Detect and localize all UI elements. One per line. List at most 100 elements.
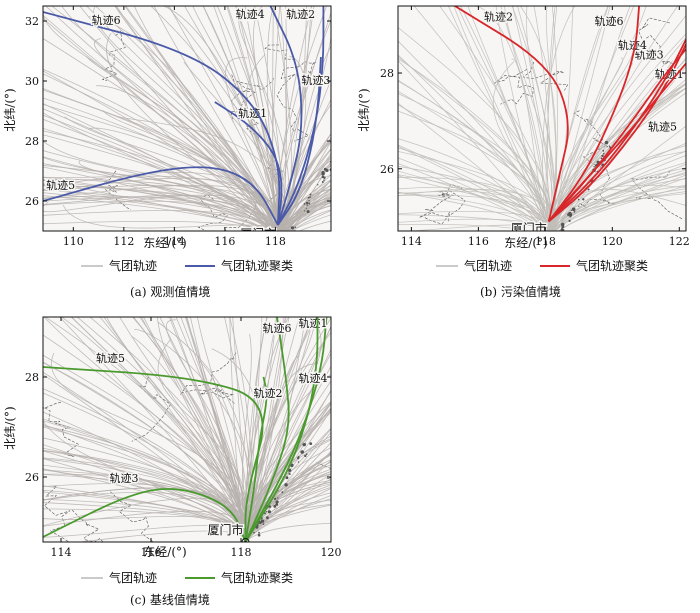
island-dot: [297, 457, 300, 460]
background-trajectory: [245, 487, 331, 542]
x-tick-label: 122: [669, 235, 690, 248]
x-tick-label: 112: [113, 235, 134, 248]
boundary-line: [200, 381, 236, 405]
background-trajectory: [43, 334, 248, 542]
plot-frame: [42, 316, 332, 543]
boundary-line: [230, 74, 260, 141]
background-trajectory: [398, 102, 545, 231]
background-trajectory: [551, 6, 679, 231]
island-dot: [275, 500, 279, 504]
island-dot: [337, 145, 341, 149]
island-dot: [593, 166, 595, 168]
island-dot: [322, 174, 324, 176]
island-dot: [560, 236, 562, 238]
background-trajectory: [398, 165, 550, 231]
background-trajectory: [398, 191, 542, 231]
background-trajectory: [245, 498, 331, 542]
island-dot: [275, 503, 278, 506]
background-trajectory: [43, 112, 270, 231]
cluster-trajectory-2: [454, 6, 569, 222]
background-trajectory: [281, 55, 307, 231]
background-trajectory: [153, 6, 276, 231]
background-trajectory: [550, 6, 611, 231]
background-trajectory: [280, 200, 331, 231]
island-dot: [325, 169, 329, 172]
background-trajectory: [245, 487, 331, 542]
boundary-line: [230, 77, 274, 123]
background-trajectory: [283, 204, 331, 231]
background-trajectory: [43, 411, 246, 542]
background-trajectory: [241, 333, 252, 542]
background-trajectory: [554, 191, 686, 231]
background-trajectory: [245, 408, 331, 542]
background-trajectory: [273, 6, 292, 231]
background-trajectory: [43, 192, 268, 231]
island-dot: [577, 198, 580, 201]
background-trajectory: [554, 125, 686, 231]
background-trajectory: [398, 80, 550, 231]
panel-caption: (c) 基线值情境: [130, 592, 210, 607]
island-dot: [277, 497, 279, 499]
background-trajectory: [43, 156, 275, 231]
legend: 气团轨迹 气团轨迹聚类: [436, 258, 648, 273]
legend: 气团轨迹 气团轨迹聚类: [81, 258, 293, 273]
background-trajectory: [245, 459, 331, 542]
background-trajectory: [447, 6, 547, 231]
cluster-label-3: 轨迹3: [635, 48, 664, 62]
background-trajectory: [131, 336, 246, 542]
background-trajectory: [62, 204, 280, 231]
cluster-label-4: 轨迹4: [236, 7, 265, 21]
background-trajectory: [244, 317, 331, 542]
background-trajectory: [298, 220, 331, 231]
y-axis-label: 北纬/(°): [3, 406, 17, 449]
background-trajectory: [43, 195, 264, 231]
island-dot: [285, 476, 289, 480]
island-dot: [253, 531, 255, 534]
city-label: 厦门市: [240, 226, 276, 241]
background-trajectory: [398, 170, 548, 231]
background-trajectory: [103, 317, 246, 542]
island-dot: [257, 533, 261, 537]
background-trajectory: [285, 187, 331, 231]
x-axis-label: 东经/(°): [504, 236, 547, 250]
background-trajectory: [549, 6, 647, 231]
background-trajectory: [286, 191, 331, 231]
island-dot: [292, 232, 294, 234]
island-dot: [606, 146, 608, 148]
legend-background-label: 气团轨迹: [464, 258, 512, 273]
background-trajectory: [235, 6, 286, 231]
island-dot: [306, 204, 309, 206]
background-trajectory: [288, 196, 331, 231]
x-tick-label: 118: [231, 546, 252, 559]
x-tick-label: 114: [164, 235, 185, 248]
boundary-line: [71, 509, 104, 542]
background-trajectories: [398, 6, 686, 231]
background-trajectory: [165, 319, 247, 542]
background-trajectory: [398, 194, 550, 231]
background-trajectory: [287, 179, 331, 231]
island-dot: [587, 188, 590, 191]
island-dot: [265, 511, 267, 513]
background-trajectory: [398, 138, 547, 231]
island-dot: [260, 519, 265, 523]
legend: 气团轨迹 气团轨迹聚类: [81, 570, 293, 585]
island-dot: [308, 200, 310, 202]
cluster-trajectory-4: [269, 6, 303, 226]
background-trajectory: [245, 442, 331, 542]
boundary-line: [44, 485, 71, 542]
background-trajectory: [43, 89, 279, 231]
background-trajectory: [43, 118, 271, 231]
background-trajectory: [277, 175, 331, 231]
background-trajectory: [398, 26, 552, 231]
background-trajectory: [284, 152, 331, 231]
background-trajectory: [43, 354, 249, 542]
island-dot: [323, 176, 326, 179]
background-trajectory: [245, 317, 290, 542]
cluster-trajectory-6: [43, 11, 281, 226]
background-trajectory: [43, 134, 272, 231]
background-trajectory: [229, 317, 253, 542]
background-trajectory: [43, 220, 268, 231]
background-trajectory: [547, 6, 556, 231]
